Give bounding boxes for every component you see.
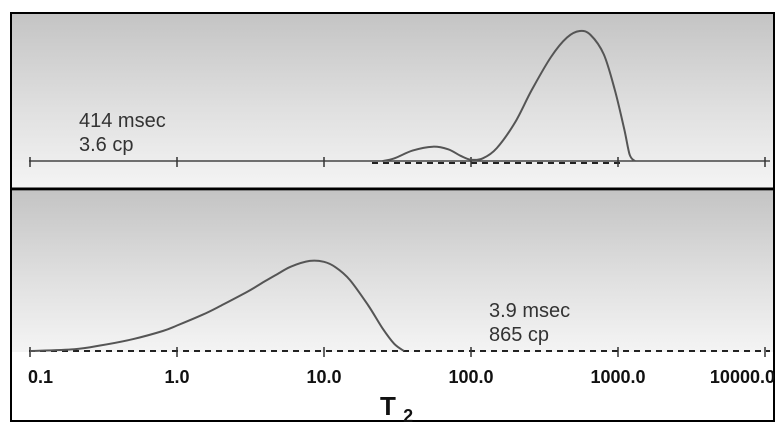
x-axis-title-main: T	[380, 391, 396, 421]
x-tick-label-0: 0.1	[28, 367, 53, 387]
x-axis-title: T 2	[380, 391, 413, 423]
x-tick-label-1: 1.0	[164, 367, 189, 387]
bottom-panel-background	[12, 191, 773, 352]
figure-frame	[10, 12, 775, 422]
x-tick-label-4: 1000.0	[590, 367, 645, 387]
bottom-panel-ticks	[29, 347, 766, 357]
bottom-annotation-line-1: 3.9 msec	[489, 300, 570, 322]
top-panel-background	[12, 14, 773, 188]
top-annotation-line-2: 3.6 cp	[79, 134, 133, 156]
bottom-annotation-line-2: 865 cp	[489, 324, 549, 346]
bottom-series-line-0	[29, 259, 405, 352]
bottom-panel-series	[29, 259, 405, 352]
bottom-panel: 3.9 msec 865 cp	[12, 191, 773, 357]
x-tick-label-3: 100.0	[448, 367, 493, 387]
top-series-line-0	[382, 29, 636, 162]
x-axis-tick-labels: 0.1 1.0 10.0 100.0 1000.0 10000.0	[28, 367, 775, 387]
x-axis-title-subscript: 2	[403, 406, 413, 423]
x-tick-label-5: 10000.0	[710, 367, 775, 387]
top-annotation-line-1: 414 msec	[79, 110, 166, 132]
x-tick-label-2: 10.0	[306, 367, 341, 387]
top-panel-series	[382, 29, 636, 162]
top-panel: 414 msec 3.6 cp	[12, 14, 773, 188]
top-panel-ticks	[29, 157, 766, 167]
